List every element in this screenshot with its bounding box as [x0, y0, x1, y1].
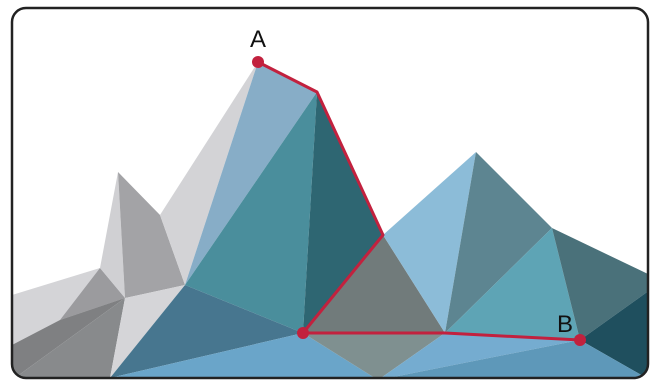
mountain-facet: [185, 92, 317, 333]
mountain-facet: [552, 228, 648, 340]
mountain-facet: [580, 290, 648, 378]
mountain-facet: [60, 268, 125, 320]
mountain-facet: [185, 62, 317, 285]
low-poly-mountains: [12, 62, 648, 378]
mountain-facet: [445, 152, 552, 333]
point-b-label: B: [557, 311, 573, 338]
mountain-facet: [160, 62, 258, 285]
mountain-facet: [110, 333, 378, 378]
mountain-facet: [100, 172, 125, 298]
mountain-facet: [118, 172, 185, 298]
route-path: [257, 60, 581, 342]
diagram-frame: [10, 6, 650, 380]
mountain-facet: [303, 92, 383, 333]
mountain-facet: [445, 228, 580, 340]
mountain-facet: [303, 235, 445, 333]
mountain-facet: [303, 333, 445, 378]
mountain-facet: [12, 298, 125, 378]
point-a-label: A: [250, 26, 266, 53]
mountain-facet: [110, 285, 303, 378]
route-waypoint-marker: [297, 327, 309, 339]
mountain-facet: [378, 333, 580, 378]
mountain-facet: [378, 340, 648, 378]
route-point-b-marker: [574, 334, 586, 346]
route-point-a-marker: [252, 56, 264, 68]
